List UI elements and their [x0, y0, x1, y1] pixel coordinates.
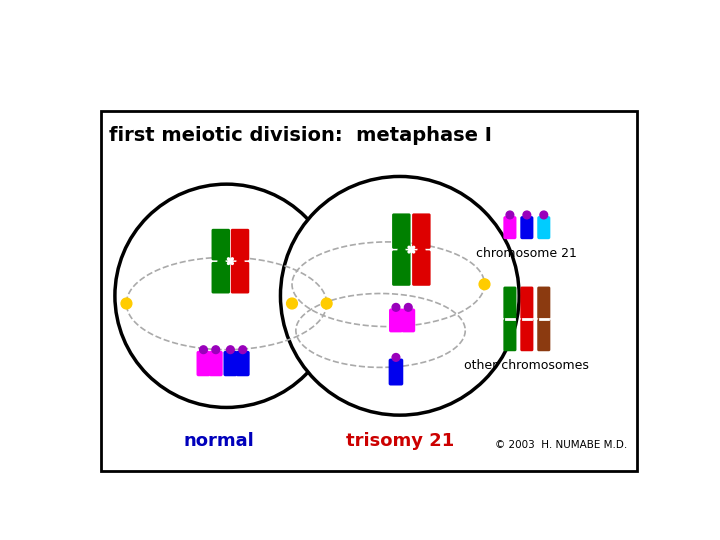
Text: normal: normal [184, 432, 254, 450]
Circle shape [287, 298, 297, 309]
Circle shape [227, 346, 234, 354]
FancyBboxPatch shape [537, 216, 550, 239]
FancyBboxPatch shape [389, 359, 403, 386]
Circle shape [392, 354, 400, 361]
FancyBboxPatch shape [537, 287, 550, 319]
FancyBboxPatch shape [521, 216, 534, 239]
Text: first meiotic division:  metaphase I: first meiotic division: metaphase I [109, 126, 492, 145]
FancyBboxPatch shape [503, 216, 516, 239]
FancyBboxPatch shape [412, 213, 431, 249]
FancyBboxPatch shape [412, 251, 431, 286]
FancyBboxPatch shape [212, 229, 230, 260]
FancyBboxPatch shape [537, 319, 550, 351]
Circle shape [506, 211, 514, 219]
Circle shape [199, 346, 207, 354]
Circle shape [239, 346, 246, 354]
Circle shape [540, 211, 548, 219]
FancyBboxPatch shape [223, 351, 238, 376]
FancyBboxPatch shape [503, 287, 516, 319]
Circle shape [212, 346, 220, 354]
Circle shape [392, 303, 400, 311]
FancyBboxPatch shape [231, 229, 249, 260]
FancyBboxPatch shape [389, 308, 403, 333]
FancyBboxPatch shape [503, 319, 516, 351]
FancyBboxPatch shape [235, 351, 250, 376]
FancyBboxPatch shape [392, 213, 410, 249]
Text: trisomy 21: trisomy 21 [346, 432, 454, 450]
FancyBboxPatch shape [209, 351, 222, 376]
FancyBboxPatch shape [101, 111, 637, 471]
FancyBboxPatch shape [401, 308, 415, 333]
Circle shape [479, 279, 490, 289]
Text: chromosome 21: chromosome 21 [477, 247, 577, 260]
Circle shape [523, 211, 531, 219]
Circle shape [321, 298, 332, 309]
Circle shape [281, 177, 519, 415]
FancyBboxPatch shape [231, 262, 249, 294]
FancyBboxPatch shape [521, 287, 534, 319]
Circle shape [115, 184, 338, 408]
FancyBboxPatch shape [197, 351, 210, 376]
Circle shape [405, 303, 412, 311]
FancyBboxPatch shape [212, 262, 230, 294]
FancyBboxPatch shape [392, 251, 410, 286]
Text: © 2003  H. NUMABE M.D.: © 2003 H. NUMABE M.D. [495, 440, 627, 450]
Text: other chromosomes: other chromosomes [464, 359, 589, 372]
FancyBboxPatch shape [521, 319, 534, 351]
Circle shape [121, 298, 132, 309]
